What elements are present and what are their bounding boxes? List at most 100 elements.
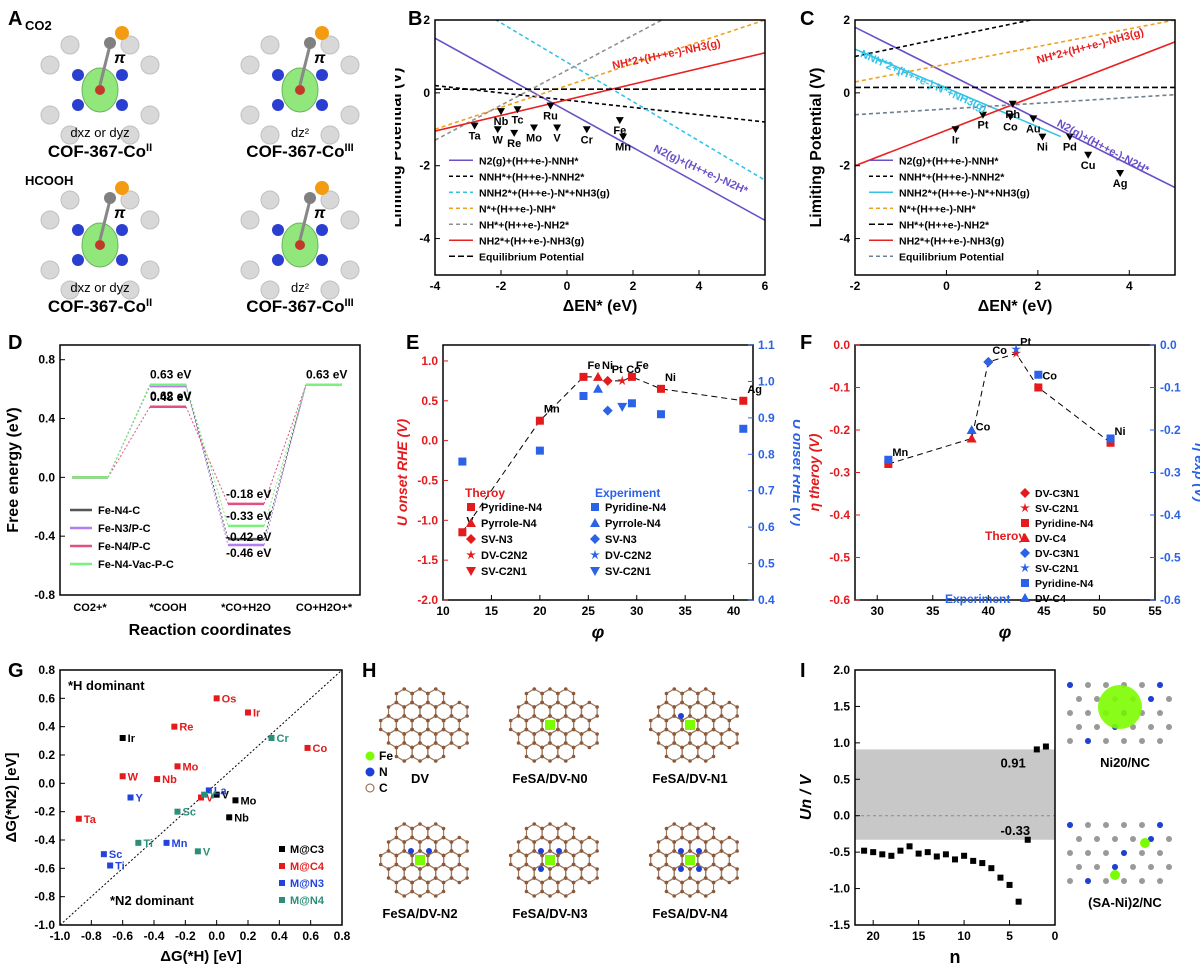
carbon-atom	[727, 718, 732, 723]
framework-atom	[320, 280, 340, 300]
framework-atom	[260, 190, 280, 210]
carbon-atom	[735, 732, 739, 736]
panel-label-h: H	[362, 660, 377, 682]
framework-atom	[40, 210, 60, 230]
carbon-atom	[540, 691, 545, 696]
metal-label: V	[206, 793, 214, 805]
metal-label: Ti	[115, 861, 125, 873]
metal-label: Cr	[277, 733, 290, 745]
carbon-atom	[433, 822, 438, 826]
carbon-atom	[548, 849, 552, 853]
x-tick-label: 20	[533, 604, 547, 618]
carbon-atom	[587, 700, 592, 705]
un-point	[1042, 743, 1049, 750]
carbon-atom	[587, 880, 592, 885]
carbon-atom	[571, 862, 576, 867]
carbon-atom	[532, 849, 537, 853]
hexagon	[681, 742, 699, 762]
metal-label: Pt	[978, 120, 989, 132]
metal-label: Ta	[469, 131, 482, 143]
carbon-atom	[532, 759, 537, 763]
y-tick-label: 0	[843, 86, 850, 100]
carbon-atom	[595, 876, 599, 880]
legend-entry: N*+(H++e-)-NH*	[479, 203, 557, 215]
carbon-atom	[418, 705, 422, 709]
pi-label: π	[314, 205, 326, 222]
y-tick-label: -1.5	[829, 918, 850, 932]
y-tick-label-right: 0.6	[758, 520, 775, 534]
carbon-atom	[664, 700, 669, 705]
carbon-atom	[688, 732, 692, 736]
energy-connector	[107, 406, 151, 478]
carbon-atom	[556, 745, 560, 750]
carbon-atom	[410, 826, 415, 831]
x-axis-label: ΔEN* (eV)	[978, 298, 1053, 315]
y-axis-label-right: η exp (V)	[1192, 443, 1200, 502]
legend-marker	[590, 518, 600, 527]
metal-label: Cu	[1081, 160, 1096, 172]
carbon-atom	[516, 867, 521, 871]
carbon-atom	[465, 732, 469, 736]
carbon-atom	[711, 718, 716, 723]
carbon-atom	[672, 714, 677, 718]
carbon-atom	[386, 741, 391, 745]
carbon-atom	[648, 862, 653, 867]
hexagon	[557, 742, 575, 762]
x-tick-label: 35	[926, 604, 940, 618]
carbon-atom	[524, 862, 529, 867]
metal-label: Ni	[1115, 426, 1126, 438]
framework-atom	[60, 190, 80, 210]
carbon-atom	[540, 718, 545, 723]
carbon-atom	[1076, 864, 1082, 870]
hexagon	[681, 877, 699, 897]
trend-line	[888, 352, 1111, 465]
carbon-atom	[394, 691, 399, 696]
pi-label: π	[114, 205, 126, 222]
metal-label: Mo	[240, 795, 256, 807]
un-point	[952, 856, 958, 863]
legend-entry: NH*+(H++e-)-NH2*	[479, 219, 570, 231]
carbon-atom	[696, 691, 700, 696]
carbon-atom	[595, 840, 599, 844]
framework-atom	[340, 105, 360, 125]
carbon-atom	[508, 718, 513, 723]
y-axis-label: Limiting Potential (V)	[395, 68, 405, 228]
x-tick-label: 4	[696, 279, 703, 293]
x-tick-label: -4	[430, 279, 441, 293]
framework-atom	[60, 280, 80, 300]
y-tick-label: -1.0	[34, 918, 55, 932]
legend-marker	[1021, 579, 1029, 587]
carbon-atom	[394, 826, 399, 831]
carbon-atom	[579, 849, 584, 853]
carbon-atom	[508, 853, 513, 858]
carbon-atom	[1067, 850, 1073, 856]
framework-atom	[240, 105, 260, 125]
carbon-atom	[672, 732, 677, 736]
carbon-atom	[516, 840, 521, 844]
carbon-atom	[418, 876, 422, 880]
metal-label: Nb	[162, 774, 177, 786]
hexagon	[525, 742, 543, 762]
carbon-atom	[703, 687, 708, 691]
x-tick-label: 0	[943, 279, 950, 293]
structure-label: FeSA/DV-N0	[512, 771, 587, 786]
carbon-atom	[394, 718, 399, 723]
cobalt-atom	[95, 85, 105, 95]
line-annotation: N2(g)+(H++e-)-N2H*	[652, 143, 751, 197]
carbon-atom	[727, 727, 732, 732]
un-point	[942, 851, 949, 858]
un-point	[924, 849, 931, 856]
carbon-atom	[1130, 836, 1136, 842]
carbon-atom	[465, 840, 469, 844]
x-tick-label: 5	[1006, 929, 1013, 943]
legend-entry: NH2*+(H++e-)-NH3(g)	[479, 235, 584, 247]
adsorbate-label: CO2	[25, 18, 52, 33]
metal-label: Ru	[543, 111, 558, 123]
framework-atom	[260, 35, 280, 55]
x-tick-label: 30	[871, 604, 885, 618]
y-tick-label: -1.0	[829, 882, 850, 896]
metal-point	[100, 851, 107, 858]
legend-entry: NNH2*+(H++e-)-N*+NH3(g)	[899, 187, 1030, 199]
carbon-atom	[672, 687, 677, 691]
